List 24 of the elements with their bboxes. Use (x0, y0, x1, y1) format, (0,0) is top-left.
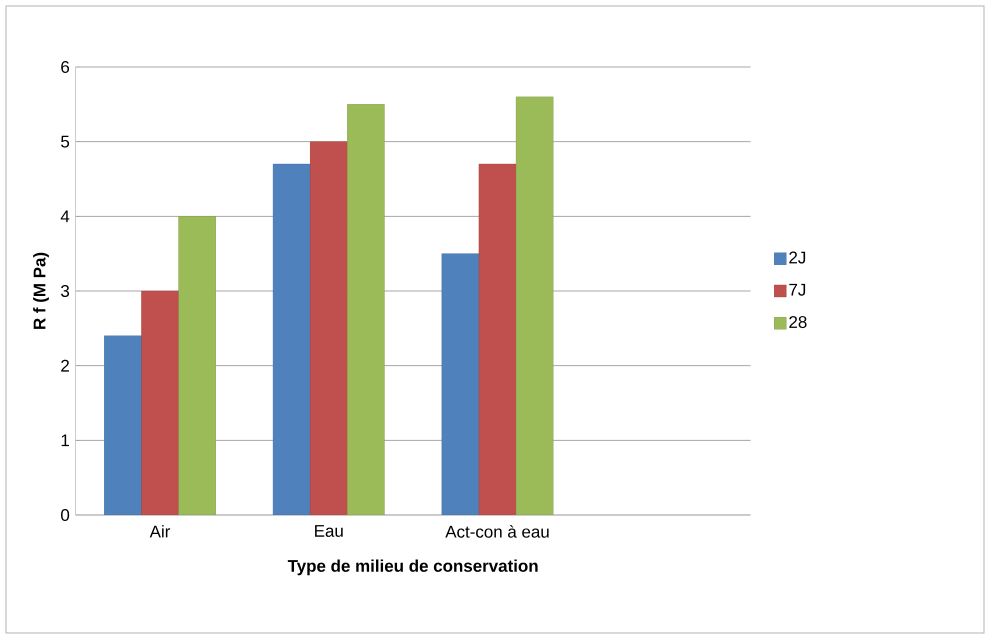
bar (478, 164, 516, 515)
y-tick-label: 2 (61, 360, 69, 372)
bar (141, 290, 179, 515)
x-axis-title: Type de milieu de conservation (288, 559, 538, 576)
bar (272, 164, 310, 515)
bar (516, 96, 554, 515)
bar (442, 253, 480, 515)
y-tick-label: 3 (61, 284, 70, 297)
y-tick-label: 4 (60, 210, 70, 222)
y-tick-label: 1 (62, 434, 69, 446)
bar (178, 216, 216, 515)
legend-label: 7J (789, 284, 806, 296)
x-tick-label: Eau (315, 525, 343, 537)
x-tick-label: Air (150, 525, 170, 538)
y-tick-label: 5 (61, 136, 70, 148)
y-axis-title: R f (M Pa) (33, 252, 49, 329)
y-tick-label: 0 (61, 508, 70, 521)
bar (347, 104, 385, 515)
y-tick-label: 6 (61, 60, 70, 73)
legend-label: 2J (789, 252, 806, 264)
x-tick-label: Act-con à eau (445, 525, 549, 538)
bar (310, 141, 348, 515)
bar (104, 336, 142, 515)
legend-label: 28 (789, 316, 807, 328)
